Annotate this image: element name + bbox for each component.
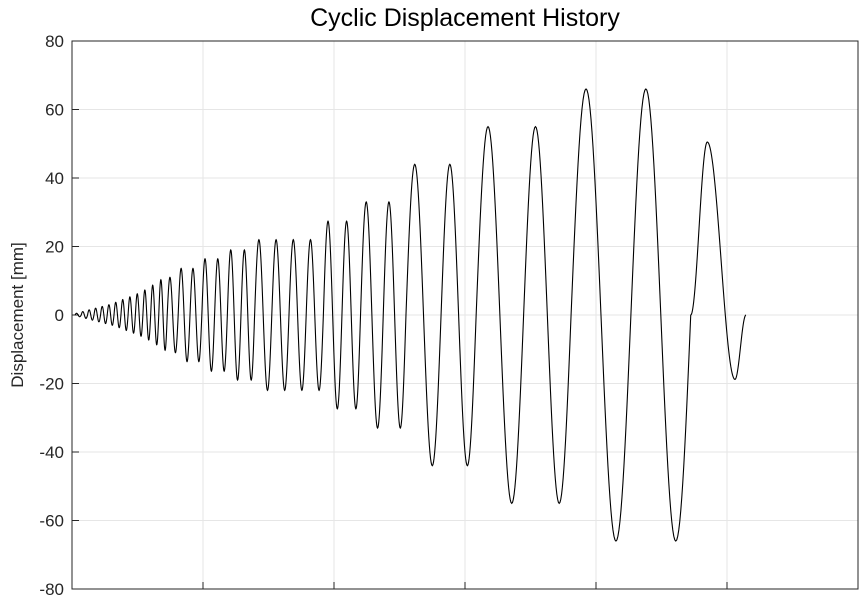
y-tick-label: 20 (45, 238, 64, 257)
displacement-series-line (74, 88, 747, 542)
y-tick-label: -20 (39, 375, 64, 394)
y-tick-label: 80 (45, 32, 64, 51)
y-axis-ticks: 80 60 40 20 0 -20 -40 -60 -80 (39, 32, 728, 599)
y-axis-label: Displacement [mm] (8, 242, 27, 387)
chart-title: Cyclic Displacement History (310, 4, 620, 32)
y-tick-label: -40 (39, 443, 64, 462)
y-tick-label: -60 (39, 512, 64, 531)
y-tick-label: 60 (45, 101, 64, 120)
y-tick-label: -80 (39, 580, 64, 599)
y-tick-label: 40 (45, 169, 64, 188)
y-tick-label: 0 (55, 306, 64, 325)
